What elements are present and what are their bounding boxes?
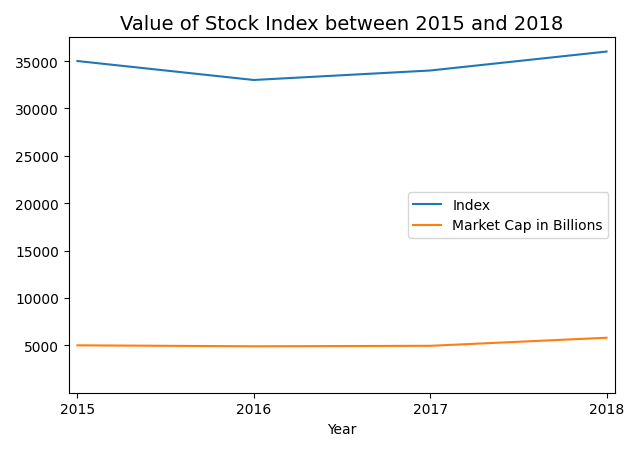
Line: Index: Index: [77, 52, 607, 81]
Index: [250, 78, 258, 83]
X-axis label: Year: Year: [327, 422, 356, 436]
Legend: Index, Market Cap in Billions: Index, Market Cap in Billions: [408, 193, 609, 239]
Market Cap in Billions: [74, 343, 81, 348]
Index: [74, 59, 81, 64]
Market Cap in Billions: [426, 343, 434, 349]
Line: Market Cap in Billions: Market Cap in Billions: [77, 338, 607, 346]
Market Cap in Billions: [603, 335, 611, 341]
Index: [426, 69, 434, 74]
Index: [603, 50, 611, 55]
Market Cap in Billions: [250, 344, 258, 349]
Title: Value of Stock Index between 2015 and 2018: Value of Stock Index between 2015 and 20…: [120, 15, 564, 34]
